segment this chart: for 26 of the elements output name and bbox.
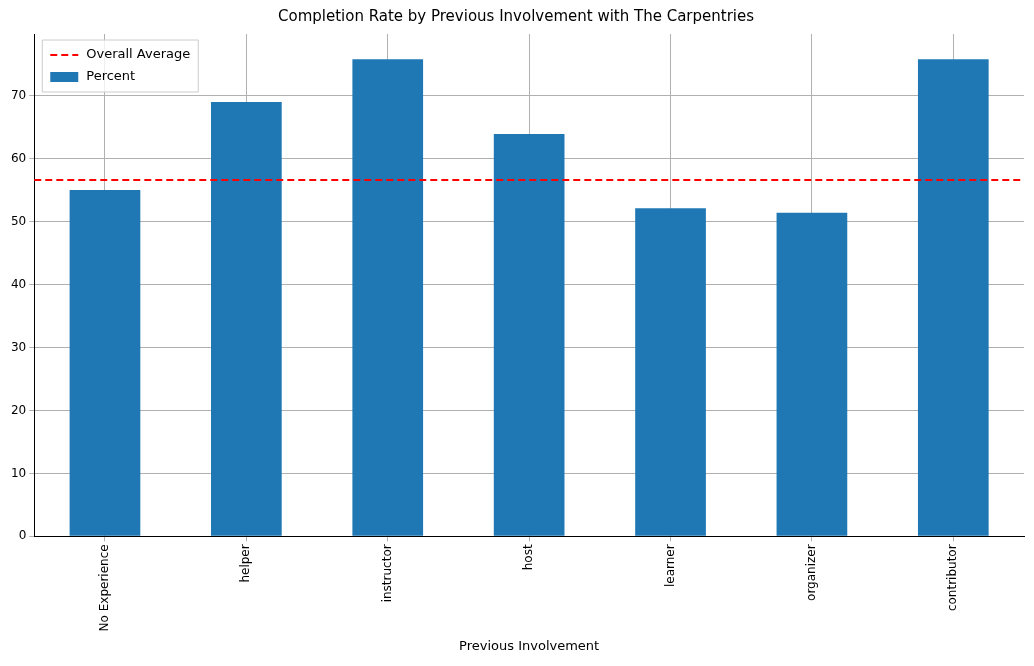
y-tick-label: 10 bbox=[10, 465, 27, 480]
y-tick-label: 40 bbox=[10, 276, 27, 291]
x-tick-label: instructor bbox=[379, 544, 394, 603]
x-tick-label: host bbox=[521, 544, 536, 571]
y-tick-label: 50 bbox=[10, 213, 27, 228]
y-tick-label: 30 bbox=[10, 339, 27, 354]
x-tick-label: organizer bbox=[804, 544, 819, 601]
bar bbox=[493, 134, 565, 536]
x-tick-label: helper bbox=[238, 544, 253, 583]
bar bbox=[635, 208, 706, 536]
x-tick-label: No Experience bbox=[97, 544, 112, 632]
x-tick-label: learner bbox=[662, 544, 677, 588]
x-axis-title: Previous Involvement bbox=[459, 637, 600, 653]
bar bbox=[776, 212, 848, 536]
bar bbox=[69, 190, 141, 536]
chart-title: Completion Rate by Previous Involvement with The Carpentries bbox=[277, 6, 755, 25]
legend-label: Overall Average bbox=[86, 46, 191, 62]
y-tick-label: 60 bbox=[10, 150, 27, 165]
bar bbox=[352, 59, 424, 536]
y-tick-label: 0 bbox=[18, 528, 27, 543]
legend-label: Percent bbox=[86, 68, 136, 84]
y-tick-label: 20 bbox=[10, 402, 27, 417]
bar bbox=[917, 59, 989, 536]
bar bbox=[211, 101, 282, 536]
y-tick-label: 70 bbox=[10, 87, 27, 102]
x-tick-label: contributor bbox=[945, 544, 960, 612]
